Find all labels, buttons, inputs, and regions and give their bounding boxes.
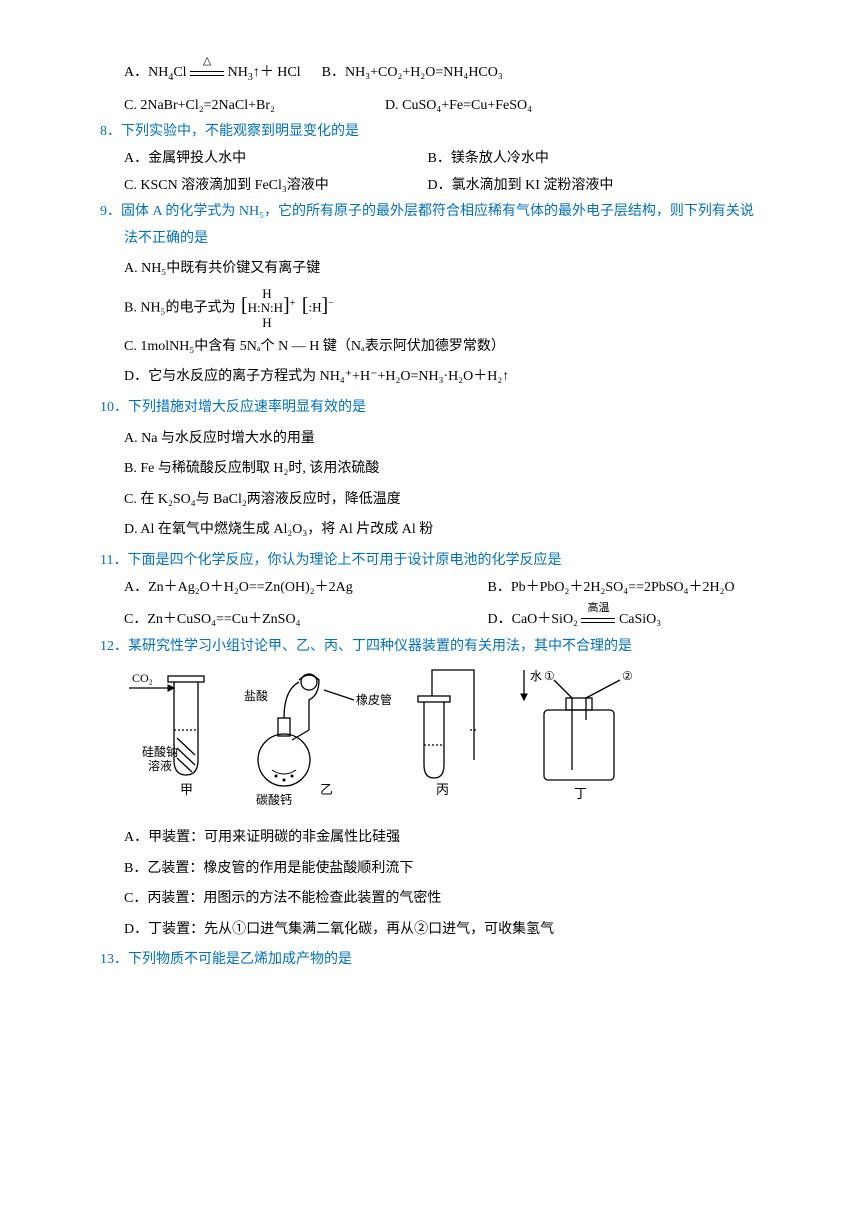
q11-row2: C．Zn＋CuSO₄==Cu＋ZnSO₄ D．CaO＋SiO₂ 高温 CaSiO… bbox=[100, 607, 760, 634]
label: ② bbox=[622, 669, 633, 683]
q8-opt-b: B．镁条放人冷水中 bbox=[428, 146, 549, 173]
label: 溶液 bbox=[148, 758, 172, 773]
label: 橡皮管 bbox=[356, 692, 392, 707]
label: 甲 bbox=[180, 782, 193, 797]
q10-opt-c: C. 在 K₂SO₄与 BaCl₂两溶液反应时，降低温度 bbox=[100, 487, 760, 514]
q10-stem: 10．下列措施对增大反应速率明显有效的是 bbox=[100, 395, 760, 422]
q7-opt-d: D. CuSO₄+Fe=Cu+FeSO₄ bbox=[385, 93, 532, 120]
text: D．CaO＋SiO₂ bbox=[488, 607, 578, 634]
q12-opt-a: A．甲装置：可用来证明碳的非金属性比硅强 bbox=[100, 825, 760, 852]
q12-opt-d: D．丁装置：先从①口进气集满二氧化碳，再从②口进气，可收集氢气 bbox=[100, 917, 760, 944]
text: CaSiO₃ bbox=[619, 607, 661, 634]
text: Cl bbox=[173, 60, 186, 87]
q8-row2: C. KSCN 溶液滴加到 FeCl₃溶液中 D．氯水滴加到 KI 淀粉溶液中 bbox=[100, 173, 760, 200]
q8-row1: A．金属钾投人水中 B．镁条放人冷水中 bbox=[100, 146, 760, 173]
q9-opt-b: B. NH₅的电子式为 [ HH:N:H H]+ [:H]− bbox=[100, 287, 760, 330]
svg-text:水: 水 bbox=[530, 669, 542, 683]
q9-stem-line2: 法不正确的是 bbox=[100, 226, 760, 253]
q11-stem: 11．下面是四个化学反应，你认为理论上不可用于设计原电池的化学反应是 bbox=[100, 548, 760, 575]
q8-opt-a: A．金属钾投人水中 bbox=[124, 146, 424, 173]
q11-opt-c: C．Zn＋CuSO₄==Cu＋ZnSO₄ bbox=[124, 607, 484, 634]
apparatus-diagram: CO₂ 硅酸钠 溶液 甲 盐酸 橡皮管 碳酸钙 乙 丙 水 bbox=[124, 660, 760, 821]
label: 丙 bbox=[436, 782, 449, 797]
q7-opt-b: B．NH₃+CO₂+H₂O=NH₄HCO₃ bbox=[322, 60, 503, 87]
reaction-arrow-heat: △ bbox=[190, 63, 224, 84]
label: 乙 bbox=[320, 782, 333, 797]
reaction-arrow-hightemp: 高温 bbox=[581, 610, 615, 631]
q10-opt-d: D. Al 在氧气中燃烧生成 Al₂O₃，将 Al 片改成 Al 粉 bbox=[100, 517, 760, 544]
q9-opt-a: A. NH₅中既有共价键又有离子键 bbox=[100, 256, 760, 283]
q9-stem-line1: 9．固体 A 的化学式为 NH₅，它的所有原子的最外层都符合相应稀有气体的最外电… bbox=[100, 199, 760, 226]
q8-opt-d: D．氯水滴加到 KI 淀粉溶液中 bbox=[428, 173, 614, 200]
q11-opt-a: A．Zn＋Ag₂O＋H₂O==Zn(OH)₂＋2Ag bbox=[124, 575, 484, 602]
label: 丁 bbox=[574, 786, 587, 801]
q10-opt-a: A. Na 与水反应时增大水的用量 bbox=[100, 426, 760, 453]
label: ① bbox=[544, 669, 555, 683]
svg-text:CO₂: CO₂ bbox=[132, 671, 153, 685]
apparatus-svg: CO₂ 硅酸钠 溶液 甲 盐酸 橡皮管 碳酸钙 乙 丙 水 bbox=[124, 660, 644, 810]
q11-opt-b: B．Pb＋PbO₂＋2H₂SO₄==2PbSO₄＋2H₂O bbox=[488, 575, 735, 602]
q9-opt-c: C. 1molNH₅中含有 5Nₐ个 N — H 键（Nₐ表示阿伏加德罗常数） bbox=[100, 334, 760, 361]
text: NH bbox=[228, 60, 248, 87]
q7-opt-a: A．NH4Cl △ NH3↑＋ HCl bbox=[124, 60, 301, 87]
text: B. NH₅的电子式为 bbox=[124, 301, 235, 316]
lewis-structure: [ HH:N:H H]+ [:H]− bbox=[239, 287, 336, 330]
q7-options-row2: C. 2NaBr+Cl₂=2NaCl+Br₂ D. CuSO₄+Fe=Cu+Fe… bbox=[100, 93, 760, 120]
q12-opt-c: C．丙装置：用图示的方法不能检查此装置的气密性 bbox=[100, 886, 760, 913]
q12-opt-b: B．乙装置：橡皮管的作用是能使盐酸顺利流下 bbox=[100, 856, 760, 883]
q11-row1: A．Zn＋Ag₂O＋H₂O==Zn(OH)₂＋2Ag B．Pb＋PbO₂＋2H₂… bbox=[100, 575, 760, 602]
text: ↑＋ HCl bbox=[253, 60, 301, 87]
q8-stem: 8．下列实验中，不能观察到明显变化的是 bbox=[100, 119, 760, 146]
q12-stem: 12．某研究性学习小组讨论甲、乙、丙、丁四种仪器装置的有关用法，其中不合理的是 bbox=[100, 634, 760, 661]
q7-opt-c: C. 2NaBr+Cl₂=2NaCl+Br₂ bbox=[124, 93, 364, 120]
q11-opt-d: D．CaO＋SiO₂ 高温 CaSiO₃ bbox=[488, 607, 662, 634]
q8-opt-c: C. KSCN 溶液滴加到 FeCl₃溶液中 bbox=[124, 173, 424, 200]
q9-opt-d: D．它与水反应的离子方程式为 NH₄⁺+H⁻+H₂O=NH₃·H₂O＋H₂↑ bbox=[100, 364, 760, 391]
label: 盐酸 bbox=[244, 688, 268, 703]
label: 碳酸钙 bbox=[256, 792, 292, 807]
text: A．NH bbox=[124, 60, 168, 87]
q13-stem: 13．下列物质不可能是乙烯加成产物的是 bbox=[100, 947, 760, 974]
label: 硅酸钠 bbox=[142, 744, 178, 759]
q7-options: A．NH4Cl △ NH3↑＋ HCl B．NH₃+CO₂+H₂O=NH₄HCO… bbox=[100, 60, 760, 87]
q10-opt-b: B. Fe 与稀硫酸反应制取 H₂时, 该用浓硫酸 bbox=[100, 456, 760, 483]
